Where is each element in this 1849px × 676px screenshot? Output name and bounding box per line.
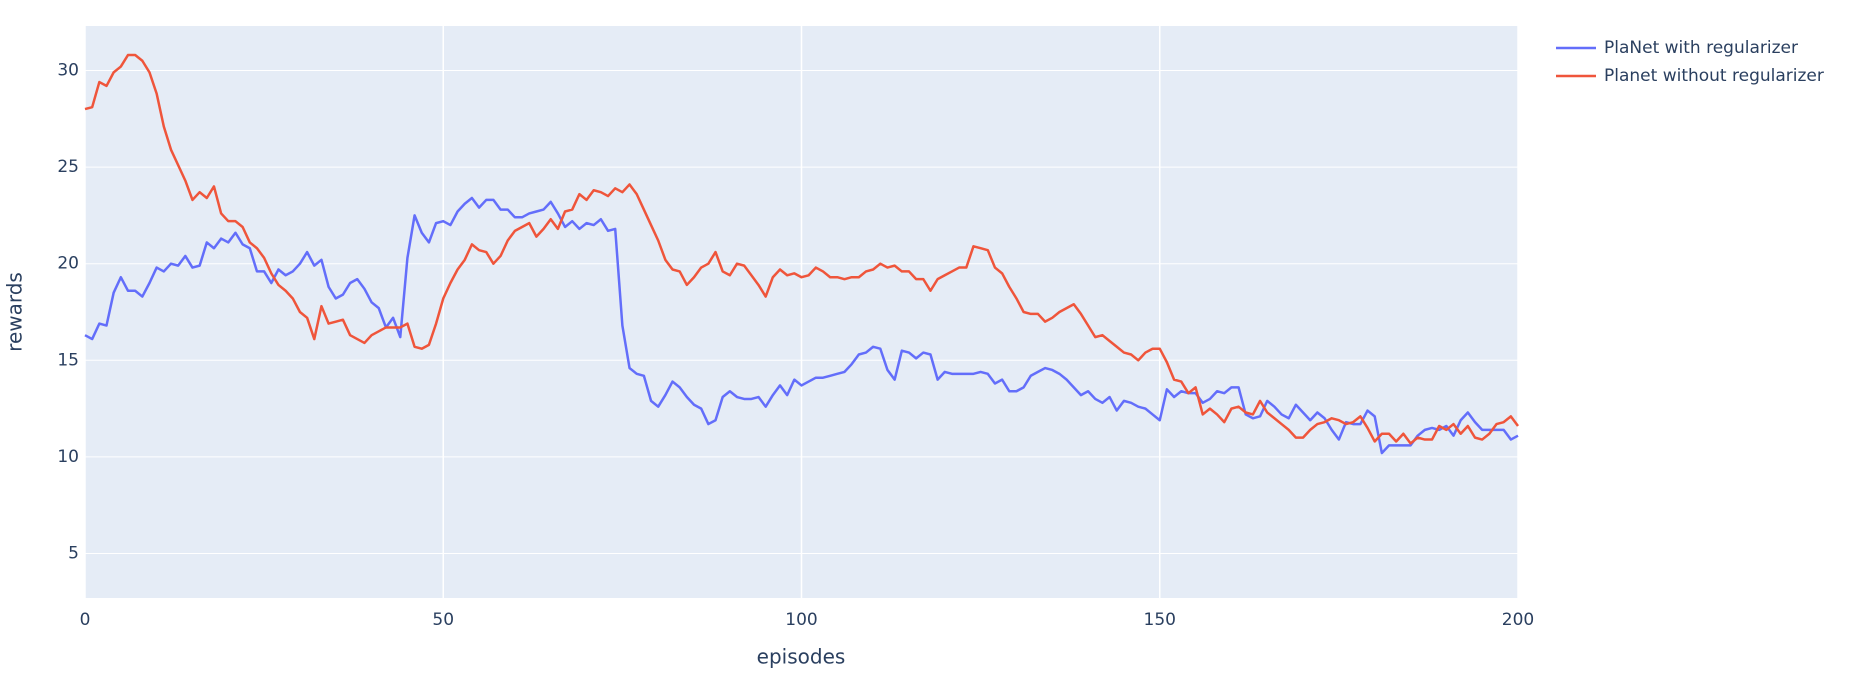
x-axis-title: episodes: [757, 645, 846, 669]
line-series: [84, 196, 1519, 455]
legend-label: Planet without regularizer: [1604, 66, 1824, 86]
x-tick-label: 150: [1144, 610, 1176, 630]
y-tick-label: 30: [57, 60, 79, 80]
y-tick-label: 25: [57, 157, 79, 177]
y-tick-label: 15: [57, 350, 79, 370]
y-axis-title: rewards: [3, 272, 27, 352]
x-tick-label: 200: [1502, 610, 1534, 630]
y-tick-label: 20: [57, 254, 79, 274]
x-tick-label: 100: [785, 610, 817, 630]
x-tick-label: 50: [432, 610, 454, 630]
legend-label: PlaNet with regularizer: [1604, 38, 1798, 58]
y-tick-label: 5: [68, 544, 79, 564]
y-tick-label: 10: [57, 447, 79, 467]
line-series: [84, 53, 1520, 445]
x-tick-label: 0: [80, 610, 91, 630]
